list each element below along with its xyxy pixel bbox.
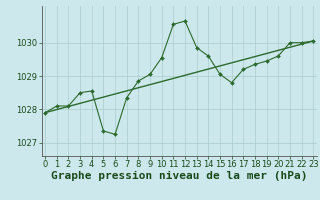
X-axis label: Graphe pression niveau de la mer (hPa): Graphe pression niveau de la mer (hPa) (51, 171, 308, 181)
